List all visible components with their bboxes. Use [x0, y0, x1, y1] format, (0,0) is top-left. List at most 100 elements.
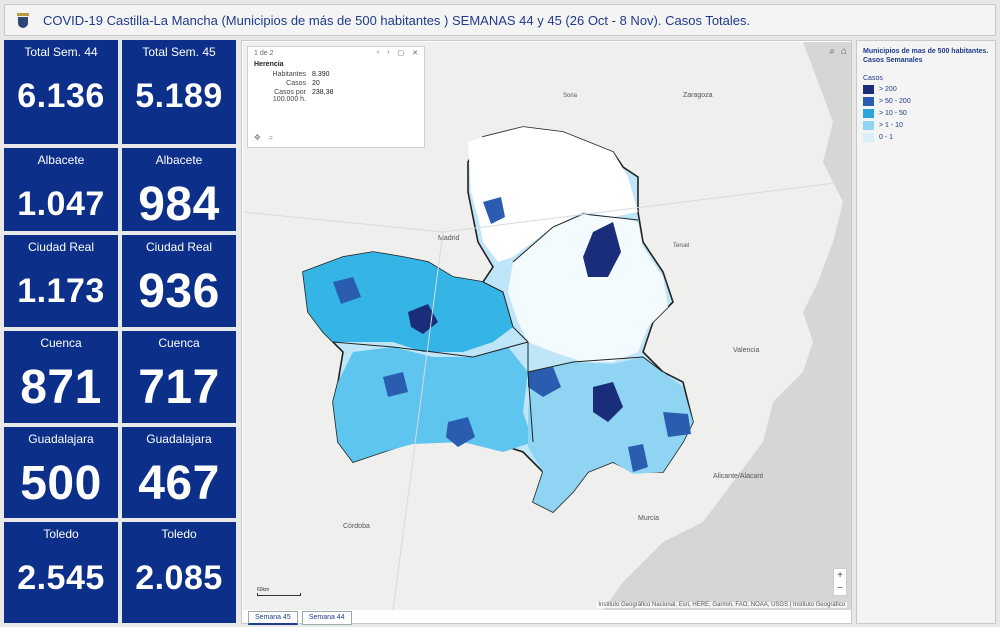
- place-label-madrid: Madrid: [438, 235, 460, 242]
- cuenca-area[interactable]: [508, 214, 668, 362]
- kpi-value: 2.545: [17, 559, 105, 597]
- legend-subtitle: Casos: [863, 75, 883, 82]
- zoom-in-button[interactable]: +: [837, 570, 843, 581]
- guadalajara-area[interactable]: [468, 127, 638, 262]
- map-attribution: Instituto Geográfico Nacional, Esri, HER…: [596, 602, 847, 608]
- hotspot[interactable]: [663, 412, 691, 437]
- place-label-alicante: Alicante/Alacant: [713, 473, 763, 480]
- kpi-value: 984: [138, 178, 220, 231]
- hotspot[interactable]: [583, 222, 621, 277]
- map-canvas[interactable]: Madrid Zaragoza Valencia Murcia Córdoba …: [243, 42, 851, 610]
- kpi-value: 5.189: [135, 77, 223, 115]
- legend-title: Municipios de mas de 500 habitantes. Cas…: [863, 48, 989, 64]
- legend-swatch: [863, 121, 874, 130]
- popup-title: Herencia: [254, 61, 284, 68]
- kpi-value: 2.085: [135, 559, 223, 597]
- place-label-teruel: Teruel: [673, 243, 689, 249]
- legend-label: > 1 - 10: [879, 122, 903, 129]
- close-icon[interactable]: ✕: [412, 50, 418, 57]
- popup-row: Casos 20: [286, 80, 320, 87]
- legend-item: > 1 - 10: [863, 121, 989, 130]
- popup-row: Habitantes 8.390: [272, 71, 330, 78]
- kpi-label: Guadalajara: [146, 432, 212, 446]
- kpi-label: Cuenca: [40, 336, 82, 350]
- kpi-label: Ciudad Real: [145, 240, 213, 254]
- next-icon[interactable]: ›: [387, 49, 390, 56]
- popup-row: Casos por 100.000 h. 238,38: [272, 89, 334, 103]
- legend-swatch: [863, 109, 874, 118]
- kpi-tile: Toledo 2.085: [122, 522, 236, 623]
- kpi-tile: Cuenca 717: [122, 331, 236, 423]
- kpi-tile: Ciudad Real 936: [122, 235, 236, 327]
- kpi-tile: Albacete 984: [122, 148, 236, 231]
- kpi-tile: Ciudad Real 1.173: [4, 235, 118, 327]
- hotspot[interactable]: [593, 382, 623, 422]
- kpi-label: Albacete: [155, 153, 203, 167]
- kpi-tile: Toledo 2.545: [4, 522, 118, 623]
- map-view[interactable]: Madrid Zaragoza Valencia Murcia Córdoba …: [243, 42, 851, 610]
- search-icon[interactable]: ⌕: [829, 46, 835, 57]
- legend-item: > 10 - 50: [863, 109, 989, 118]
- legend-swatch: [863, 133, 874, 142]
- zoom-out-button[interactable]: −: [837, 583, 843, 594]
- ciudad-real-area[interactable]: [333, 347, 533, 462]
- legend-swatch: [863, 97, 874, 106]
- kpi-value: 1.047: [17, 185, 105, 223]
- toledo-area[interactable]: [303, 252, 513, 352]
- legend-label: > 50 - 200: [879, 98, 911, 105]
- kpi-tile: Total Sem. 44 6.136: [4, 40, 118, 144]
- province-border: [332, 341, 529, 358]
- kpi-value: 467: [138, 457, 220, 510]
- legend-label: > 10 - 50: [879, 110, 907, 117]
- sea-area: [603, 42, 851, 610]
- kpi-tile: Guadalajara 500: [4, 427, 118, 518]
- kpi-label: Toledo: [161, 527, 197, 541]
- place-label-cordoba: Córdoba: [343, 523, 370, 530]
- feature-popup[interactable]: 1 de 2 ‹ › ▢ ✕ Herencia Habitantes 8.390 …: [247, 46, 425, 148]
- move-icon[interactable]: ✥: [254, 133, 261, 142]
- map-panel: Madrid Zaragoza Valencia Murcia Córdoba …: [241, 40, 852, 625]
- place-label-valencia: Valencia: [733, 347, 759, 354]
- place-label-soria: Soria: [563, 93, 578, 99]
- scale-label: 60km: [257, 587, 270, 593]
- kpi-label: Cuenca: [158, 336, 200, 350]
- legend-swatch: [863, 85, 874, 94]
- legend-label: > 200: [879, 86, 897, 93]
- province-border: [512, 213, 639, 263]
- place-label-zaragoza: Zaragoza: [683, 92, 713, 99]
- tab-semana-45[interactable]: Semana 45: [248, 611, 298, 625]
- hotspot[interactable]: [628, 444, 648, 472]
- legend-panel: Municipios de mas de 500 habitantes. Cas…: [856, 40, 996, 624]
- legend-label: 0 - 1: [879, 134, 894, 141]
- place-label-murcia: Murcia: [638, 515, 659, 522]
- castilla-la-mancha-logo: [13, 9, 33, 31]
- legend-item: 0 - 1: [863, 133, 989, 142]
- kpi-tile: Total Sem. 45 5.189: [122, 40, 236, 144]
- week-tabs: Semana 45 Semana 44: [248, 611, 352, 625]
- scale-bar: 60km: [257, 587, 301, 596]
- dock-icon[interactable]: ▢: [397, 50, 405, 57]
- legend-item: > 50 - 200: [863, 97, 989, 106]
- home-icon[interactable]: ⌂: [840, 46, 847, 57]
- hotspot[interactable]: [446, 417, 475, 447]
- albacete-area[interactable]: [528, 357, 693, 512]
- kpi-tile: Cuenca 871: [4, 331, 118, 423]
- kpi-label: Toledo: [43, 527, 79, 541]
- kpi-value: 717: [138, 361, 220, 414]
- zoom-to-icon[interactable]: ⌕: [268, 133, 274, 142]
- kpi-label: Total Sem. 45: [142, 45, 216, 59]
- kpi-value: 936: [138, 265, 220, 318]
- kpi-label: Albacete: [37, 153, 85, 167]
- previous-icon[interactable]: ‹: [376, 49, 380, 56]
- kpi-value: 871: [20, 361, 102, 414]
- kpi-value: 500: [20, 457, 102, 510]
- tab-semana-44[interactable]: Semana 44: [301, 611, 352, 625]
- hotspot[interactable]: [333, 277, 361, 304]
- hotspot[interactable]: [483, 197, 505, 224]
- kpi-value: 1.173: [17, 272, 105, 310]
- hotspot[interactable]: [528, 367, 561, 397]
- hotspot[interactable]: [383, 372, 408, 397]
- legend-item: > 200: [863, 85, 989, 94]
- popup-pager: 1 de 2: [254, 49, 274, 57]
- zoom-control: + −: [833, 568, 847, 596]
